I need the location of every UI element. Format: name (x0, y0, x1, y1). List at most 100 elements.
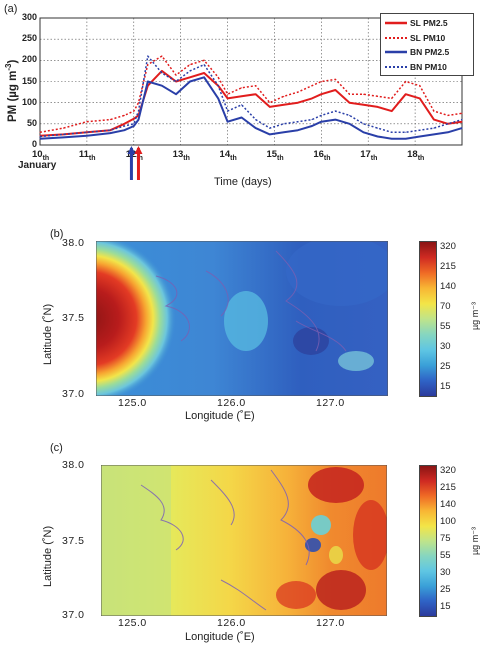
panel-a-xtick: 18th (407, 149, 425, 162)
data-point (189, 64, 191, 66)
data-point (320, 93, 322, 95)
panel-b-colorbar-tick: 25 (440, 361, 451, 372)
data-point (297, 121, 299, 123)
panel-a-xtick: 17th (360, 149, 378, 162)
data-point (391, 110, 393, 112)
panel-b-ytick-370: 37.0 (62, 388, 85, 400)
data-point (269, 102, 271, 104)
panel-b-colorbar (419, 241, 437, 397)
data-point (86, 121, 88, 123)
panel-b-colorbar-tick: 15 (440, 381, 451, 392)
data-point (62, 133, 64, 135)
panel-c-ylabel: Latitude (˚N) (42, 525, 54, 587)
panel-c-colorbar-tick: 30 (440, 567, 451, 578)
data-point (297, 129, 299, 131)
panel-c-colorbar-tick: 15 (440, 601, 451, 612)
data-point (137, 102, 139, 104)
data-point (39, 136, 41, 138)
panel-b-xlabel: Longitude (˚E) (185, 410, 255, 422)
panel-c-xtick-125: 125.0 (118, 617, 147, 629)
panel-a-xtick: 14th (219, 149, 237, 162)
data-point (461, 127, 463, 129)
data-point (283, 123, 285, 125)
panel-a-ytick: 50 (26, 117, 37, 128)
panel-b-colorbar-tick: 70 (440, 301, 451, 312)
data-point (255, 85, 257, 87)
data-point (137, 110, 139, 112)
data-point (405, 93, 407, 95)
data-point (320, 114, 322, 116)
legend-swatch-bn-pm25 (385, 51, 407, 54)
panel-b-colorbar-tick: 140 (440, 281, 456, 292)
panel-c-map (101, 465, 387, 616)
panel-c-colorbar-tick: 25 (440, 584, 451, 595)
data-point (255, 127, 257, 129)
data-point (297, 91, 299, 93)
data-point (123, 129, 125, 131)
data-point (377, 95, 379, 97)
panel-b-map (96, 241, 388, 396)
data-point (447, 123, 449, 125)
panel-b-colorbar-tick: 30 (440, 341, 451, 352)
panel-c-colorbar-tick: 100 (440, 516, 456, 527)
data-point (447, 114, 449, 116)
panel-c-colorbar-tick: 55 (440, 550, 451, 561)
data-point (363, 131, 365, 133)
data-point (269, 133, 271, 135)
legend-swatch-sl-pm10 (385, 36, 407, 39)
data-point (433, 110, 435, 112)
data-point (241, 87, 243, 89)
data-point (39, 138, 41, 140)
panel-a-ytick: 200 (21, 54, 37, 65)
legend-swatch-sl-pm25 (385, 22, 407, 25)
panel-b-xtick-125: 125.0 (118, 397, 147, 409)
data-point (86, 131, 88, 133)
data-point (241, 95, 243, 97)
panel-c-label: (c) (50, 442, 63, 454)
data-point (461, 112, 463, 114)
panel-a-xtick: 13th (172, 149, 190, 162)
data-point (161, 70, 163, 72)
panel-b-ytick-380: 38.0 (62, 237, 85, 249)
panel-b-ylabel: Latitude (˚N) (42, 303, 54, 365)
panel-c-colorbar-tick: 140 (440, 499, 456, 510)
data-point (203, 64, 205, 66)
data-point (109, 119, 111, 121)
panel-b-colorbar-tick: 320 (440, 241, 456, 252)
panel-c-ytick-370: 37.0 (62, 609, 85, 621)
data-point (283, 95, 285, 97)
data-point (255, 93, 257, 95)
data-point (377, 127, 379, 129)
data-point (269, 127, 271, 129)
data-point (363, 104, 365, 106)
data-point (311, 97, 313, 99)
data-point (161, 55, 163, 57)
data-point (86, 135, 88, 137)
panel-b-xtick-126: 126.0 (217, 397, 246, 409)
data-point (255, 119, 257, 121)
panel-a-ytick: 0 (31, 139, 37, 149)
panel-c-xtick-126: 126.0 (217, 617, 246, 629)
panel-b-colorbar-fill (420, 242, 436, 396)
data-point (123, 123, 125, 125)
panel-a-xtick: 16th (313, 149, 331, 162)
panel-b-colorbar-tick: 55 (440, 321, 451, 332)
data-point (419, 97, 421, 99)
data-point (405, 138, 407, 140)
data-point (433, 127, 435, 129)
data-point (269, 106, 271, 108)
event-arrow-head-1 (134, 146, 143, 154)
data-point (320, 81, 322, 82)
legend-swatch-bn-pm10 (385, 65, 407, 68)
data-point (391, 138, 393, 140)
data-point (133, 118, 135, 120)
panel-b-colorbar-tick: 215 (440, 261, 456, 272)
panel-b-colorbar-unit: µg m⁻³ (470, 302, 480, 330)
data-point (461, 121, 463, 123)
data-point (334, 110, 336, 112)
data-point (147, 81, 149, 82)
panel-a-ytick: 250 (21, 33, 37, 44)
data-point (217, 85, 219, 87)
plot-frame (39, 17, 463, 146)
panel-c-xtick-127: 127.0 (316, 617, 345, 629)
